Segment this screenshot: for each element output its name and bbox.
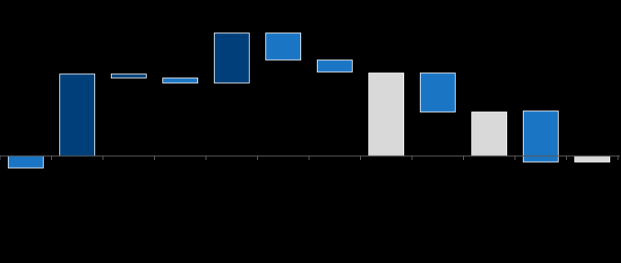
- waterfall-bar: [162, 77, 199, 84]
- waterfall-bar: [368, 72, 405, 157]
- waterfall-bar: [471, 111, 508, 157]
- waterfall-bar: [419, 72, 456, 113]
- waterfall-bar: [316, 59, 353, 73]
- waterfall-bar: [213, 32, 250, 84]
- waterfall-bar: [522, 110, 559, 163]
- waterfall-bar: [574, 155, 611, 163]
- waterfall-bar: [110, 73, 147, 79]
- waterfall-bar: [59, 73, 96, 157]
- waterfall-bar: [265, 32, 302, 61]
- waterfall-bar: [7, 155, 44, 169]
